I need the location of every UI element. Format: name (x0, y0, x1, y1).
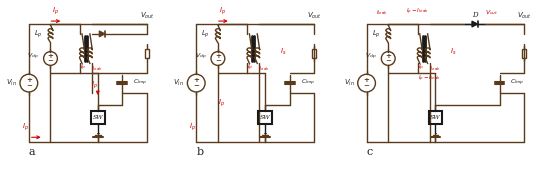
Text: $V_{clp}$: $V_{clp}$ (365, 51, 377, 62)
Text: $V_{out}$: $V_{out}$ (485, 8, 498, 17)
Text: +: + (364, 77, 370, 83)
Text: $I_{leak}$: $I_{leak}$ (258, 64, 270, 73)
Text: $I_p$: $I_p$ (219, 6, 226, 17)
Text: $I_p$: $I_p$ (189, 122, 196, 133)
Text: +: + (193, 77, 199, 83)
Text: −: − (386, 58, 391, 64)
Bar (91, 111, 104, 125)
Text: $I_p$: $I_p$ (91, 79, 98, 91)
Text: $V_{out}$: $V_{out}$ (140, 11, 155, 21)
Bar (522, 49, 526, 58)
Text: −: − (364, 83, 370, 89)
Bar (428, 111, 442, 125)
Text: −: − (26, 83, 32, 89)
Text: +: + (47, 52, 53, 58)
Text: $C_{lmp}$: $C_{lmp}$ (301, 78, 315, 88)
Text: SW: SW (260, 115, 271, 120)
Text: $I_s$: $I_s$ (450, 47, 456, 57)
Text: $V_{in}$: $V_{in}$ (173, 78, 184, 88)
Text: $I_{leak}$: $I_{leak}$ (376, 8, 388, 17)
Text: $V_{in}$: $V_{in}$ (344, 78, 355, 88)
Text: −: − (47, 58, 53, 64)
Text: $I_{leak}$: $I_{leak}$ (428, 64, 441, 73)
Text: $I_p$: $I_p$ (22, 122, 29, 133)
Text: $V_{out}$: $V_{out}$ (516, 11, 532, 21)
Text: $C_{lmp}$: $C_{lmp}$ (133, 78, 147, 88)
Polygon shape (472, 21, 478, 27)
Text: $I_p$: $I_p$ (218, 97, 225, 109)
Text: SW: SW (430, 115, 441, 120)
Text: −: − (215, 58, 221, 64)
Text: +: + (26, 77, 32, 83)
Text: $L_p$: $L_p$ (34, 28, 42, 40)
Text: $I_p - I_{leak}$: $I_p - I_{leak}$ (418, 74, 441, 84)
Text: +: + (215, 52, 221, 58)
Text: −: − (193, 83, 199, 89)
Text: $I_p$: $I_p$ (418, 63, 424, 73)
Text: b: b (196, 147, 204, 157)
Text: +: + (386, 52, 391, 58)
Text: a: a (29, 147, 35, 157)
Bar (145, 49, 149, 58)
Text: $V_{out}$: $V_{out}$ (307, 11, 322, 21)
Text: $V_{clp}$: $V_{clp}$ (27, 51, 40, 62)
Bar (258, 111, 272, 125)
Text: $I_p$: $I_p$ (52, 6, 59, 17)
Text: $V_{in}$: $V_{in}$ (6, 78, 17, 88)
Bar (312, 49, 316, 58)
Text: $I_p$: $I_p$ (80, 63, 86, 73)
Text: $L_p$: $L_p$ (372, 28, 381, 40)
Text: $V_{clp}$: $V_{clp}$ (195, 51, 207, 62)
Text: $L_p$: $L_p$ (201, 28, 210, 40)
Text: D: D (472, 11, 478, 19)
Text: $I_p - I_{leak}$: $I_p - I_{leak}$ (406, 7, 428, 17)
Text: $I_s$: $I_s$ (280, 47, 287, 57)
Polygon shape (99, 31, 105, 37)
Text: c: c (366, 147, 373, 157)
Text: $C_{lmp}$: $C_{lmp}$ (510, 78, 525, 88)
Text: $I_p$: $I_p$ (248, 63, 254, 73)
Text: SW: SW (92, 115, 103, 120)
Text: $I_{leak}$: $I_{leak}$ (91, 64, 103, 73)
